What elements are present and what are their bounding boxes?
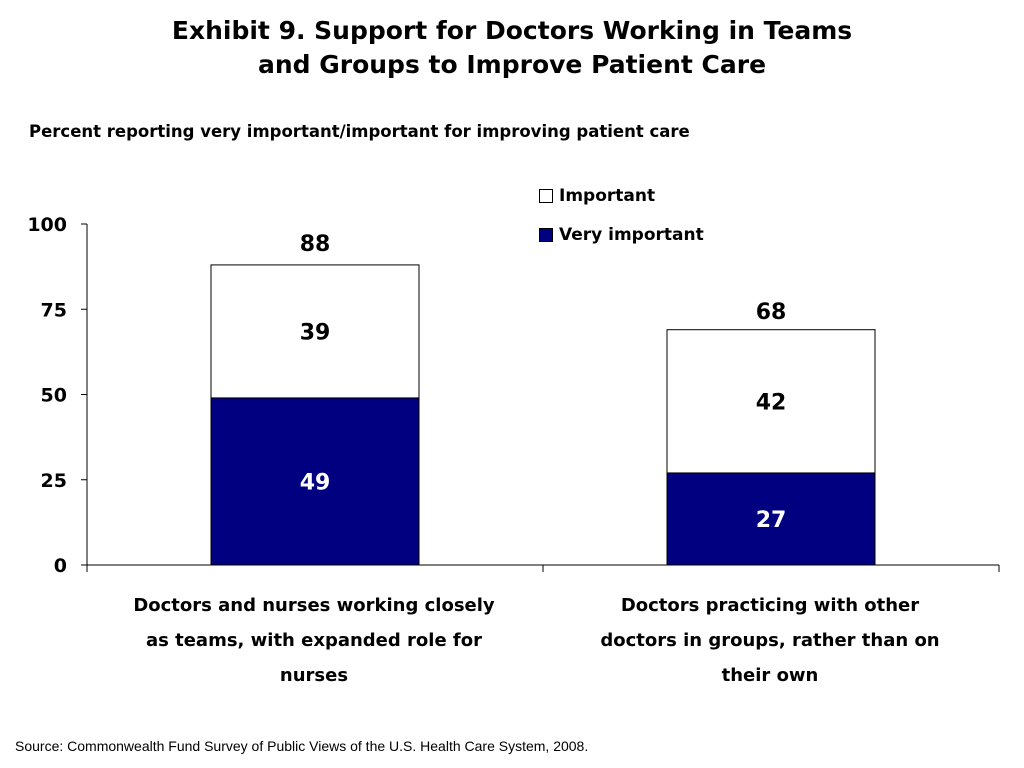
legend-item-important: Important	[539, 186, 704, 206]
data-label-important: 39	[300, 320, 331, 345]
legend-item-very-important: Very important	[539, 225, 704, 245]
y-tick-label: 25	[41, 470, 67, 492]
category-label-line: Doctors practicing with other	[620, 595, 920, 616]
data-label-very-important: 27	[756, 508, 787, 533]
legend-swatch-important	[539, 189, 553, 203]
y-tick-label: 75	[41, 299, 67, 321]
category-label-line: as teams, with expanded role for	[145, 630, 482, 651]
category-label-line: their own	[721, 665, 819, 686]
data-label-important: 42	[756, 390, 787, 415]
bar-segment-important	[210, 264, 420, 399]
y-tick-label: 100	[27, 214, 67, 236]
title-line-2: and Groups to Improve Patient Care	[257, 50, 767, 79]
category-label-line: nurses	[279, 665, 349, 686]
category-label-teams: Doctors and nurses working closely as te…	[89, 588, 539, 693]
legend-label-very-important: Very important	[559, 225, 704, 245]
bar-segment-important	[666, 329, 876, 474]
chart-title: Exhibit 9. Support for Doctors Working i…	[0, 14, 1024, 82]
data-label-very-important: 49	[300, 470, 331, 495]
y-tick-label: 0	[54, 555, 67, 577]
category-label-line: doctors in groups, rather than on	[600, 630, 940, 651]
legend-swatch-very-important	[539, 228, 553, 242]
chart-subtitle: Percent reporting very important/importa…	[29, 122, 690, 141]
source-note: Source: Commonwealth Fund Survey of Publ…	[15, 738, 589, 754]
legend: Important Very important	[539, 186, 704, 264]
title-line-1: Exhibit 9. Support for Doctors Working i…	[171, 16, 853, 45]
total-label: 68	[756, 300, 787, 325]
legend-label-important: Important	[559, 186, 656, 206]
total-label: 88	[300, 232, 331, 257]
bar-segment-very-important	[210, 397, 420, 566]
bar-segment-very-important	[666, 472, 876, 566]
category-label-line: Doctors and nurses working closely	[133, 595, 495, 616]
y-tick-label: 50	[41, 385, 67, 407]
category-label-groups: Doctors practicing with other doctors in…	[545, 588, 995, 693]
